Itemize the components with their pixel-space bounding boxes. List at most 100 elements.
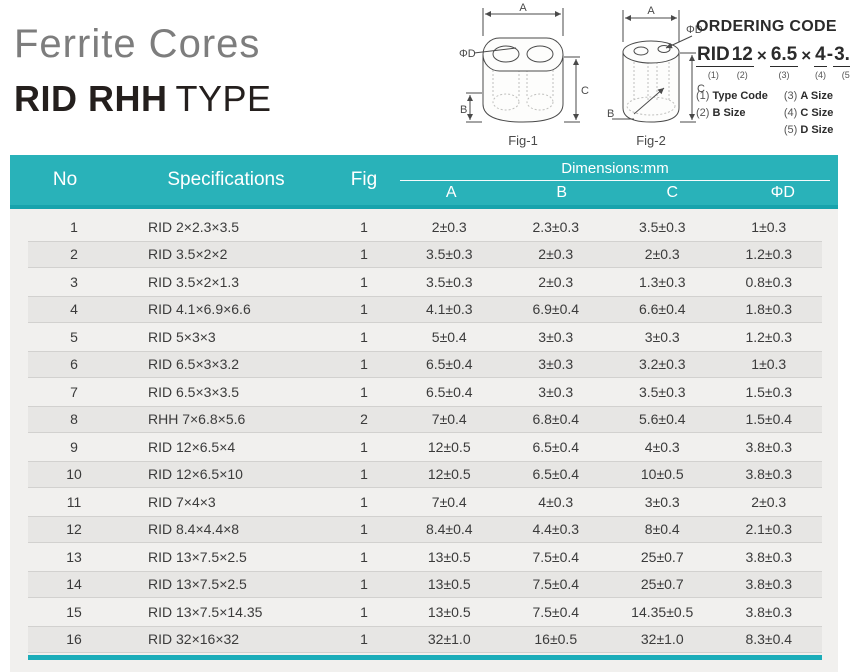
- cell-no: 15: [66, 603, 82, 620]
- cell-b: 6.9±0.4: [532, 301, 580, 318]
- cell-a: 12±0.5: [427, 438, 471, 455]
- cell-c: 2±0.3: [644, 246, 680, 263]
- cell-spec: RID 8.4×4.4×8: [148, 521, 240, 538]
- cell-fig: 2: [360, 411, 368, 428]
- cell-spec: RID 5×3×3: [148, 328, 216, 345]
- cell-c: 14.35±0.5: [631, 603, 694, 620]
- legend-item: (3) A Size: [783, 89, 833, 102]
- cell-fig: 1: [360, 603, 368, 620]
- header-dim-phid: ΦD: [770, 184, 795, 201]
- header-dim-c: C: [666, 184, 679, 201]
- code-segment-marker: (3): [778, 69, 790, 80]
- cell-fig: 1: [360, 218, 368, 235]
- cell-spec: RHH 7×6.8×5.6: [148, 411, 246, 428]
- fig1-dim-a-label: A: [519, 2, 527, 14]
- cell-no: 2: [70, 246, 78, 263]
- code-segment-text: RID: [696, 44, 731, 67]
- cell-b: 7.5±0.4: [532, 603, 580, 620]
- cell-spec: RID 13×7.5×2.5: [148, 576, 247, 593]
- cell-no: 10: [66, 466, 82, 483]
- cell-d: 3.8±0.3: [745, 548, 793, 565]
- cell-b: 2.3±0.3: [532, 218, 580, 235]
- table-row: 12 RID 8.4×4.4×8 1 8.4±0.4 4.4±0.3 8±0.4 2.1±0…: [28, 515, 822, 543]
- cell-a: 2±0.3: [431, 218, 467, 235]
- cell-fig: 1: [360, 246, 368, 263]
- code-segment: 6.5 (3): [769, 45, 799, 80]
- code-segment: 12 (2): [730, 45, 754, 80]
- table-row: 3 RID 3.5×2×1.3 1 3.5±0.3 2±0.3 1.3±0.3 0.8±0.…: [28, 268, 822, 296]
- fig2-dim-c-label: C: [697, 83, 705, 95]
- cell-a: 3.5±0.3: [425, 246, 473, 263]
- cell-fig: 1: [360, 631, 368, 648]
- legend-item: (1) Type Code: [696, 89, 768, 102]
- cell-spec: RID 12×6.5×10: [148, 466, 243, 483]
- cell-d: 3.8±0.3: [745, 438, 793, 455]
- cell-a: 13±0.5: [427, 548, 471, 565]
- fig2-caption: Fig-2: [636, 133, 666, 148]
- cell-b: 6.5±0.4: [532, 466, 580, 483]
- page-title: Ferrite Cores: [14, 22, 261, 66]
- cell-c: 3.2±0.3: [638, 356, 686, 373]
- table-bottom-accent-bar: [28, 655, 822, 660]
- cell-b: 16±0.5: [534, 631, 578, 648]
- code-segment-marker: (2): [736, 69, 748, 80]
- fig2-dim-a-label: A: [647, 5, 655, 17]
- table-row: 9 RID 12×6.5×4 1 12±0.5 6.5±0.4 4±0.3 3.8±0.3: [28, 433, 822, 461]
- fig2-dim-d-label: ΦD: [686, 24, 703, 36]
- cell-spec: RID 4.1×6.9×6.6: [148, 301, 251, 318]
- cell-d: 1.5±0.3: [745, 383, 793, 400]
- cell-b: 7.5±0.4: [532, 548, 580, 565]
- header-dim-b: B: [556, 184, 568, 201]
- cell-d: 2.1±0.3: [745, 521, 793, 538]
- legend-column-2: (3) A Size (4) C Size (5) D Size: [784, 90, 833, 136]
- cell-no: 8: [70, 411, 78, 428]
- cell-spec: RID 7×4×3: [148, 493, 216, 510]
- header-no: No: [52, 169, 78, 190]
- cell-a: 12±0.5: [427, 466, 471, 483]
- cell-fig: 1: [360, 548, 368, 565]
- code-segment: 4 (4): [814, 45, 827, 80]
- cell-no: 5: [70, 328, 78, 345]
- cell-b: 2±0.3: [538, 273, 574, 290]
- cell-a: 6.5±0.4: [425, 383, 473, 400]
- cell-c: 3±0.3: [644, 328, 680, 345]
- cell-a: 13±0.5: [427, 603, 471, 620]
- table-row: 16 RID 32×16×32 1 32±1.0 16±0.5 32±1.0 8.3±0.4: [28, 625, 822, 653]
- cell-b: 6.8±0.4: [532, 411, 580, 428]
- table-row: 2 RID 3.5×2×2 1 3.5±0.3 2±0.3 2±0.3 1.2±0.3: [28, 240, 822, 268]
- cell-c: 32±1.0: [640, 631, 684, 648]
- legend-column-1: (1) Type Code (2) B Size: [696, 90, 768, 136]
- table-row: 5 RID 5×3×3 1 5±0.4 3±0.3 3±0.3 1.2±0.3: [28, 323, 822, 351]
- subtitle-type-word: TYPE: [175, 78, 272, 119]
- ordering-code-line: RID(1)12(2)×6.5(3)×4(4)-3.8(5): [696, 44, 850, 80]
- fig1-dim-c-label: C: [581, 85, 589, 97]
- code-segment: 3.8(5): [833, 45, 850, 80]
- cell-c: 3±0.3: [644, 493, 680, 510]
- cell-c: 6.6±0.4: [638, 301, 686, 318]
- cell-no: 6: [70, 356, 78, 373]
- fig1-labels: A ΦD C B Fig-1: [459, 2, 589, 148]
- cell-d: 0.8±0.3: [745, 273, 793, 290]
- fig1-drawing: [466, 8, 580, 123]
- cell-no: 1: [70, 218, 78, 235]
- ordering-code-legend: (1) Type Code (2) B Size (3) A Size (4) C Size…: [696, 90, 848, 136]
- cell-c: 5.6±0.4: [638, 411, 686, 428]
- cell-no: 16: [66, 631, 82, 648]
- code-segment-text: 3.8: [833, 45, 850, 67]
- cell-b: 6.5±0.4: [532, 438, 580, 455]
- legend-item: (5) D Size: [783, 123, 834, 136]
- cell-fig: 1: [360, 438, 368, 455]
- cell-no: 9: [70, 438, 78, 455]
- cell-a: 8.4±0.4: [425, 521, 473, 538]
- cell-b: 3±0.3: [538, 356, 574, 373]
- cell-d: 1.2±0.3: [745, 246, 793, 263]
- cell-fig: 1: [360, 383, 368, 400]
- cell-a: 7±0.4: [431, 493, 467, 510]
- cell-fig: 1: [360, 466, 368, 483]
- page-subtitle: RID RHH TYPE: [14, 78, 272, 120]
- fig2-drawing: [612, 10, 696, 123]
- cell-spec: RID 3.5×2×1.3: [148, 273, 240, 290]
- cell-no: 4: [70, 301, 78, 318]
- cell-b: 3±0.3: [538, 383, 574, 400]
- table-row: 13 RID 13×7.5×2.5 1 13±0.5 7.5±0.4 25±0.7 3.8±…: [28, 543, 822, 571]
